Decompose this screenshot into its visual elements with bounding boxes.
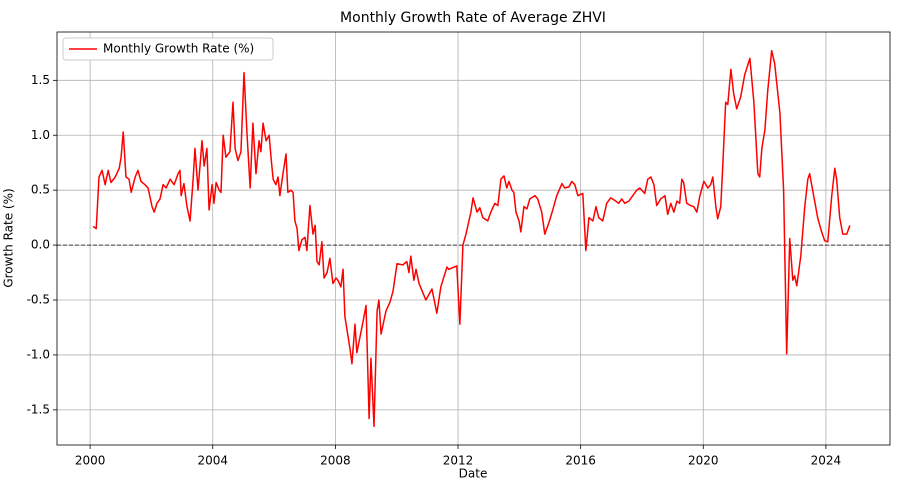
chart-title: Monthly Growth Rate of Average ZHVI [340, 10, 606, 26]
y-axis-label: Growth Rate (%) [2, 188, 16, 287]
y-tick-label: 1.0 [31, 128, 50, 142]
y-tick-label: -0.5 [27, 293, 50, 307]
y-tick-label: 1.5 [31, 73, 50, 87]
x-tick-label: 2020 [688, 454, 719, 468]
x-axis-label: Date [459, 467, 488, 481]
x-tick-label: 2004 [197, 454, 228, 468]
plot-frame [56, 31, 891, 446]
legend-box [62, 37, 274, 61]
y-tick-label: 0.5 [31, 183, 50, 197]
data-line [92, 49, 851, 428]
x-tick-label: 2016 [565, 454, 596, 468]
y-tick-label: -1.5 [27, 402, 50, 416]
legend-label: Monthly Growth Rate (%) [103, 42, 254, 56]
x-tick-label: 2024 [811, 454, 842, 468]
x-tick-label: 2008 [320, 454, 351, 468]
y-tick-label: 0.0 [31, 238, 50, 252]
x-tick-label: 2000 [75, 454, 106, 468]
y-tick-label: -1.0 [27, 347, 50, 361]
x-tick-label: 2012 [443, 454, 474, 468]
